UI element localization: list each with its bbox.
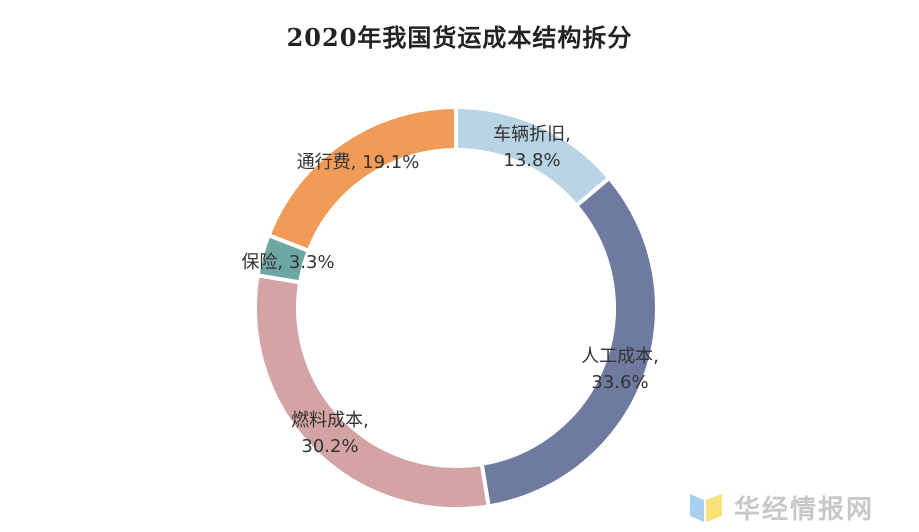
slice-label-保险: 保险, 3.3% <box>241 252 334 273</box>
slice-label-通行费: 通行费, 19.1% <box>297 152 420 173</box>
slice-label-车辆折旧: 车辆折旧, 13.8% <box>493 124 571 171</box>
slice-燃料成本 <box>253 273 491 511</box>
watermark: 华经情报网 <box>688 486 916 528</box>
slice-label-人工成本: 人工成本, 33.6% <box>581 346 659 393</box>
watermark-text: 华经情报网 <box>734 494 875 525</box>
slice-label-燃料成本: 燃料成本, 30.2% <box>291 410 369 457</box>
watermark-logo-icon <box>690 494 722 522</box>
slice-人工成本 <box>479 175 659 509</box>
slice-通行费 <box>266 104 458 254</box>
chart-title: 2020年我国货运成本结构拆分 <box>286 23 633 52</box>
donut-slices <box>253 104 659 511</box>
slice-labels: 车辆折旧, 13.8% 人工成本, 33.6% 燃料成本, 30.2% 保险, 3.3% 通行… <box>241 124 658 457</box>
